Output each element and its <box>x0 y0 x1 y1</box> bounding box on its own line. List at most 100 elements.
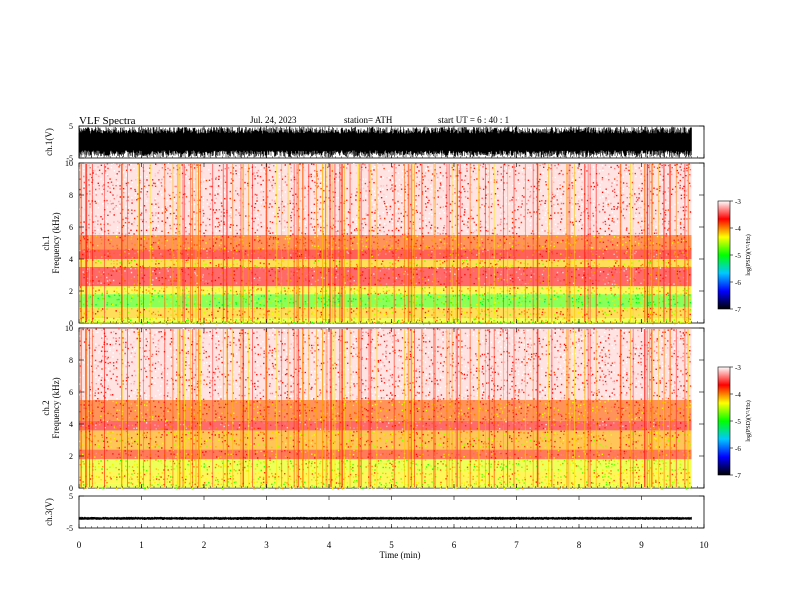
ch2-spectrogram-speckle <box>617 462 619 465</box>
ch2-spectrogram-speckle <box>466 421 469 424</box>
ch1-spectrogram-speckle <box>562 294 565 297</box>
ch2-spectrogram-speckle <box>500 456 502 458</box>
ch1-spectrogram-speckle <box>641 249 643 251</box>
ch2-spectrogram-speckle <box>520 427 523 429</box>
ch2-spectrogram-speckle <box>247 425 253 429</box>
ch1-spectrogram-speckle <box>169 253 171 255</box>
ch1-spectrogram-speckle <box>319 292 322 294</box>
ch1-spectrogram-speckle <box>634 244 636 247</box>
ch1-spectrogram-speckle <box>215 257 217 259</box>
ch2-spectrogram-speckle <box>350 445 352 448</box>
ch1-spectrogram-speckle <box>572 305 575 307</box>
ch1-spectrogram-speckle <box>665 295 667 298</box>
ch1-spectrogram-speckle <box>445 286 447 288</box>
ch2-spectrogram-speckle <box>424 434 427 436</box>
ch1-spectrogram-speckle <box>475 290 477 292</box>
ch1-spectrogram-speckle <box>256 253 258 255</box>
ch2-spectrogram-speckle <box>430 473 432 475</box>
ch2-spectrogram-speckle <box>673 481 675 483</box>
ch2-spectrogram-speckle <box>541 434 544 436</box>
ch1-spectrogram-speckle <box>208 293 210 295</box>
ch1-spectrogram-speckle <box>170 314 172 316</box>
ch1-spectrogram-speckle <box>130 294 132 296</box>
ch2-spectrogram-speckle <box>125 427 128 430</box>
ch2-spectrogram-speckle <box>508 431 510 434</box>
ch2-spectrogram-speckle <box>289 460 292 462</box>
ch1-spectrogram-speckle <box>173 317 175 320</box>
ch2-spectrogram-band <box>79 328 692 401</box>
ch1-spectrogram-speckle <box>679 250 681 252</box>
ch1-spectrogram-speckle <box>641 294 643 296</box>
ch2-spectrogram-speckle <box>230 421 232 423</box>
ch2-spectrogram-speckle <box>481 465 483 467</box>
ch2-spectrogram-speckle <box>677 468 679 471</box>
ch2-spectrogram-speckle <box>185 420 187 423</box>
ch2-spectrogram-speckle <box>635 441 637 443</box>
ch3-waveform-trace <box>78 516 692 520</box>
ch1-spectrogram-speckle <box>97 268 100 279</box>
ch2-spectrogram-speckle <box>593 424 596 427</box>
ch1-spectrogram-speckle <box>92 321 94 324</box>
ch1-spectrogram-speckle <box>512 281 514 283</box>
ch2-spectrogram-speckle <box>655 468 657 470</box>
ch2-spectrogram-speckle <box>607 455 609 458</box>
ch2-spectrogram-speckle <box>409 456 411 458</box>
ch2-spectrogram-speckle <box>169 460 171 462</box>
ch2-spectrogram-speckle <box>386 460 389 462</box>
ch2-spectrogram-speckle <box>575 422 577 424</box>
ch1-spectrogram-speckle <box>580 311 582 313</box>
ch1-spectrogram-speckle <box>371 255 373 257</box>
ch1-spectrogram-speckle <box>682 277 685 279</box>
ch2-spectrogram-speckle <box>317 486 319 489</box>
ch1-spectrogram-speckle <box>499 253 502 255</box>
ch1-spectrogram-speckle <box>299 291 301 293</box>
ch1-spectrogram-speckle <box>491 297 493 299</box>
ch1-spectrogram-speckle <box>578 256 581 258</box>
ch1-spectrogram-speckle <box>353 310 355 312</box>
ch1-spectrogram-speckle <box>634 295 637 297</box>
ch2-spectrogram-speckle <box>319 428 322 430</box>
ch1-spectrogram-speckle <box>319 251 322 253</box>
ch1-spectrogram-speckle <box>203 266 206 269</box>
ch2-spectrogram-speckle <box>460 416 462 418</box>
ch2-spectrogram-speckle <box>200 476 203 478</box>
ch2-spectrogram-speckle <box>202 475 204 477</box>
ch1-spectrogram-speckle <box>367 293 369 296</box>
ch2-spectrogram-speckle <box>673 460 675 462</box>
ch1-spectrogram-speckle <box>187 296 189 298</box>
ch2-spectrogram-speckle <box>385 466 387 469</box>
ch2-spectrogram-speckle <box>592 482 594 484</box>
ch2-spectrogram-speckle <box>652 425 655 427</box>
ch1-spectrogram-speckle <box>544 266 546 268</box>
ch1-spectrogram-speckle <box>640 301 642 304</box>
ch1-spectrogram-speckle <box>688 290 691 293</box>
ch2-spectrogram-speckle <box>268 479 270 481</box>
ch1-spectrogram-speckle <box>551 322 554 324</box>
ch1-spectrogram-speckle <box>605 314 608 316</box>
ch1-spectrogram-speckle <box>236 249 238 252</box>
ch1-spectrogram-speckle <box>476 250 479 252</box>
ch1-spectrogram-speckle <box>415 251 417 253</box>
ch2-spectrogram-speckle <box>481 449 484 452</box>
ch1-spectrogram-speckle <box>180 294 182 296</box>
ch1-spectrogram-speckle <box>335 235 337 237</box>
ch1-spectrogram-speckle <box>194 263 196 265</box>
ch1-spectrogram-speckle <box>253 251 259 254</box>
ch1-spectrogram-speckle <box>313 266 315 269</box>
ch1-spectrogram-speckle <box>556 322 558 324</box>
ch1-spectrogram-speckle <box>685 319 688 321</box>
ch2-spectrogram-speckle <box>539 453 542 455</box>
ch1-spectrogram-speckle <box>253 247 255 249</box>
ch2-spectrogram-speckle <box>305 406 307 408</box>
ch2-spectrogram-speckle <box>156 476 158 478</box>
ch2-spectrogram-speckle <box>218 434 220 436</box>
ch2-spectrogram-speckle <box>475 460 477 462</box>
ch1-spectrogram-speckle <box>415 290 417 293</box>
ch1-spectrogram-speckle <box>479 321 481 324</box>
ch2-spectrogram-speckle <box>602 476 604 478</box>
ch1-spectrogram-speckle <box>509 293 511 295</box>
ch1-spectrogram-speckle <box>400 292 402 295</box>
ch2-spectrogram-speckle <box>682 415 685 417</box>
ch1-spectrogram-speckle <box>391 323 393 325</box>
ch2-spectrogram-speckle <box>418 407 420 410</box>
